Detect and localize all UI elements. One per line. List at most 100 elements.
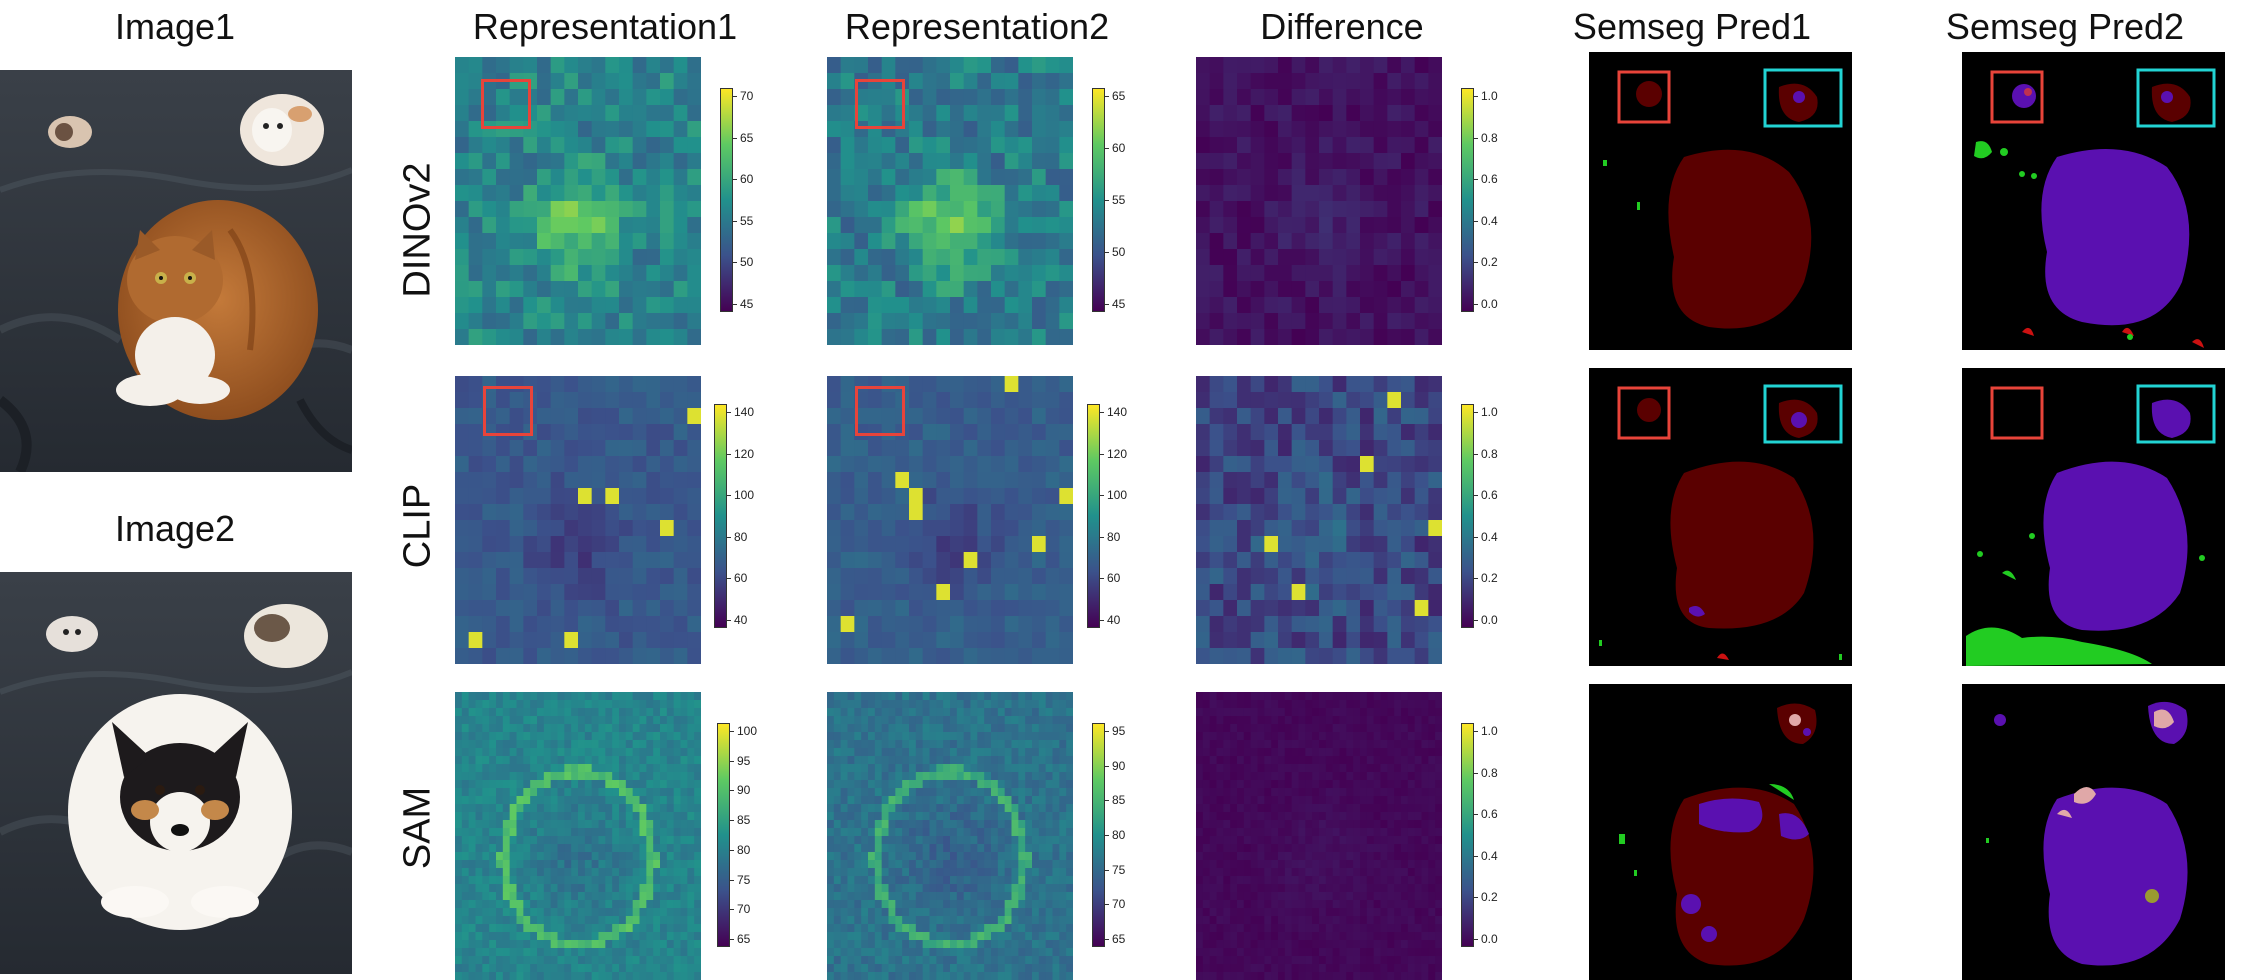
- heatmap-cell: [673, 520, 688, 537]
- heatmap-cell: [984, 780, 992, 789]
- heatmap-cell: [482, 632, 497, 649]
- heatmap-cell: [909, 233, 924, 250]
- heatmap-cell: [605, 616, 620, 633]
- heatmap-cell: [1332, 201, 1347, 218]
- heatmap-cell: [833, 796, 842, 805]
- heatmap-cell: [1428, 488, 1442, 505]
- heatmap-cell: [557, 908, 565, 917]
- heatmap-cell: [660, 764, 668, 773]
- heatmap-cell: [468, 568, 483, 585]
- heatmap-cell: [516, 916, 524, 925]
- heatmap-cell: [977, 488, 992, 505]
- heatmap-cell: [827, 249, 842, 266]
- heatmap-cell: [598, 964, 606, 973]
- heatmap-cell: [1305, 153, 1320, 170]
- heatmap-cell: [1428, 121, 1442, 138]
- heatmap-cell: [687, 584, 701, 601]
- heatmap-cell: [895, 868, 903, 877]
- heatmap-cell: [840, 552, 855, 569]
- heatmap-cell: [632, 804, 640, 813]
- heatmap-cell: [868, 756, 876, 765]
- heatmap-cell: [1038, 716, 1047, 725]
- heatmap-cell: [530, 964, 538, 973]
- heatmap-cell: [605, 185, 620, 202]
- heatmap-cell: [963, 940, 971, 949]
- heatmap-cell: [1004, 73, 1019, 90]
- heatmap-cell: [1032, 884, 1040, 893]
- heatmap-cell: [591, 568, 606, 585]
- heatmap-cell: [854, 716, 862, 725]
- heatmap-cell: [673, 884, 681, 893]
- heatmap-cell: [1018, 233, 1033, 250]
- heatmap-cell: [455, 376, 470, 393]
- heatmap-cell: [1237, 392, 1252, 409]
- heatmap-cell: [956, 692, 965, 701]
- heatmap-cell: [956, 964, 965, 973]
- heatmap-cell: [1223, 616, 1238, 633]
- heatmap-cell: [1414, 700, 1422, 709]
- heatmap-cell: [1209, 472, 1224, 489]
- heatmap-cell: [909, 692, 917, 701]
- heatmap-cell: [653, 756, 661, 765]
- heatmap-cell: [639, 908, 647, 917]
- heatmap-cell: [1059, 908, 1067, 917]
- heatmap-cell: [881, 584, 896, 601]
- heatmap-cell: [1237, 169, 1252, 186]
- heatmap-cell: [909, 584, 924, 601]
- heatmap-cell: [537, 740, 545, 749]
- heatmap-cell: [922, 121, 937, 138]
- heatmap-cell: [1045, 632, 1060, 649]
- heatmap-cell: [564, 584, 579, 601]
- heatmap-cell: [827, 472, 842, 489]
- heatmap-cell: [1278, 748, 1286, 757]
- heatmap-cell: [1045, 568, 1060, 585]
- heatmap-cell: [1325, 740, 1334, 749]
- heatmap-cell: [509, 916, 517, 925]
- heatmap-cell: [496, 233, 511, 250]
- heatmap-cell: [1428, 169, 1442, 186]
- heatmap-cell: [1319, 632, 1334, 649]
- heatmap-cell: [827, 700, 835, 709]
- heatmap-cell: [1045, 852, 1053, 861]
- heatmap-cell: [936, 764, 944, 773]
- heatmap-cell: [1237, 217, 1252, 234]
- heatmap-cell: [984, 820, 992, 829]
- heatmap-cell: [1332, 724, 1340, 733]
- heatmap-cell: [868, 828, 876, 837]
- heatmap-cell: [1237, 121, 1252, 138]
- heatmap-cell: [963, 408, 978, 425]
- heatmap-cell: [489, 956, 497, 965]
- heatmap-cell: [950, 852, 958, 861]
- heatmap-cell: [950, 281, 965, 298]
- heatmap-cell: [1401, 600, 1416, 617]
- heatmap-cell: [523, 472, 538, 489]
- heatmap-cell: [550, 408, 565, 425]
- heatmap-cell: [1278, 568, 1293, 585]
- heatmap-cell: [619, 297, 634, 314]
- heatmap-cell: [936, 329, 951, 345]
- heatmap-cell: [509, 788, 517, 797]
- heatmap-cell: [461, 892, 470, 901]
- heatmap-cell: [922, 105, 937, 122]
- heatmap-cell: [943, 860, 951, 869]
- heatmap-cell: [1004, 456, 1019, 473]
- heatmap-cell: [1045, 708, 1053, 717]
- heatmap-cell: [694, 908, 701, 917]
- heatmap-cell: [509, 884, 517, 893]
- heatmap-cell: [984, 772, 992, 781]
- heatmap-cell: [646, 329, 661, 345]
- heatmap-cell: [1032, 648, 1047, 664]
- heatmap-cell: [687, 844, 695, 853]
- heatmap-cell: [868, 940, 876, 949]
- heatmap-cell: [605, 552, 620, 569]
- heatmap-cell: [1360, 716, 1368, 725]
- heatmap-cell: [530, 724, 538, 733]
- heatmap-cell: [1209, 201, 1224, 218]
- heatmap-cell: [950, 600, 965, 617]
- heatmap-cell: [550, 536, 565, 553]
- heatmap-cell: [1223, 376, 1238, 393]
- heatmap-cell: [1366, 700, 1375, 709]
- heatmap-cell: [564, 828, 572, 837]
- heatmap-cell: [895, 692, 903, 701]
- heatmap-cell: [455, 740, 463, 749]
